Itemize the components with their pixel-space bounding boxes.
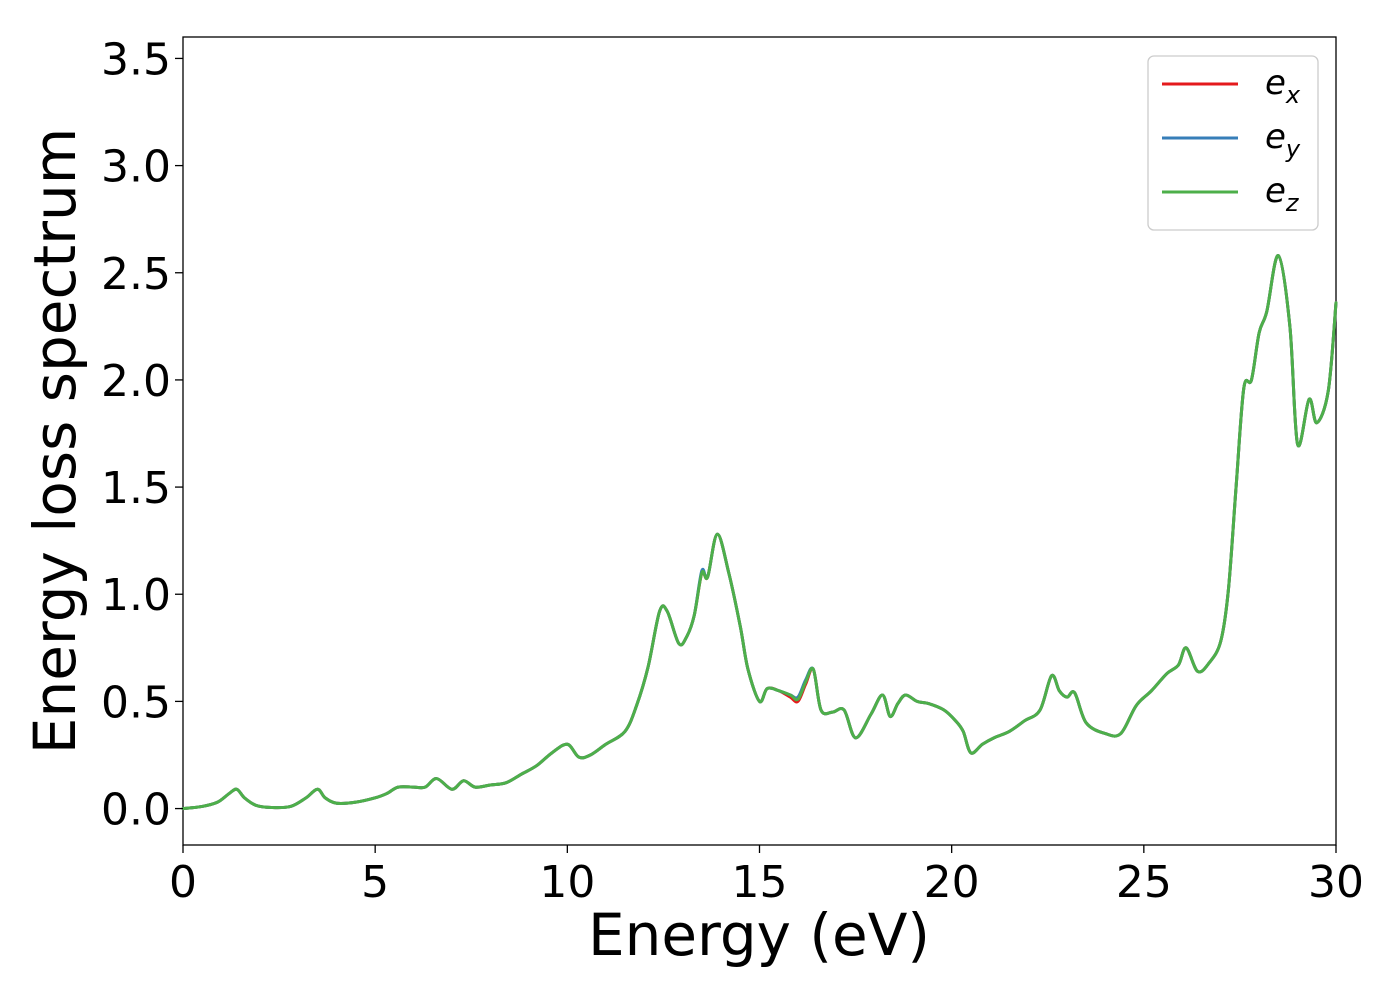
y-tick-label: 2.5 [101,249,171,300]
x-axis: 0 5 10 15 20 25 30 [169,845,1364,908]
y-axis: 0.0 0.5 1.0 1.5 2.0 2.5 3.0 3.5 [101,34,183,836]
x-tick-label: 25 [1116,857,1172,908]
y-tick-label: 1.5 [101,463,171,514]
y-tick-label: 2.0 [101,356,171,407]
y-tick-label: 3.5 [101,34,171,85]
legend-label: ex [1265,63,1301,109]
y-tick-label: 3.0 [101,142,171,193]
plot-frame [182,36,1337,846]
y-tick-label: 1.0 [101,570,171,621]
plot-area [181,36,1338,846]
y-tick-label: 0.5 [101,677,171,728]
x-tick-label: 0 [169,857,197,908]
legend-label: ey [1265,117,1301,163]
y-axis-label: Energy loss spectrum [21,128,89,754]
x-tick-label: 20 [924,857,980,908]
legend-box [1147,55,1319,231]
y-tick-label: 0.0 [101,785,171,836]
legend-label: ez [1265,171,1300,217]
x-tick-label: 30 [1308,857,1364,908]
x-tick-label: 5 [361,857,389,908]
x-axis-label: Energy (eV) [588,901,930,969]
series-line-e-z [181,254,1338,811]
series-layer [181,254,1338,811]
x-tick-label: 15 [732,857,788,908]
x-tick-label: 10 [539,857,595,908]
legend: ex ey ez [1147,55,1319,231]
